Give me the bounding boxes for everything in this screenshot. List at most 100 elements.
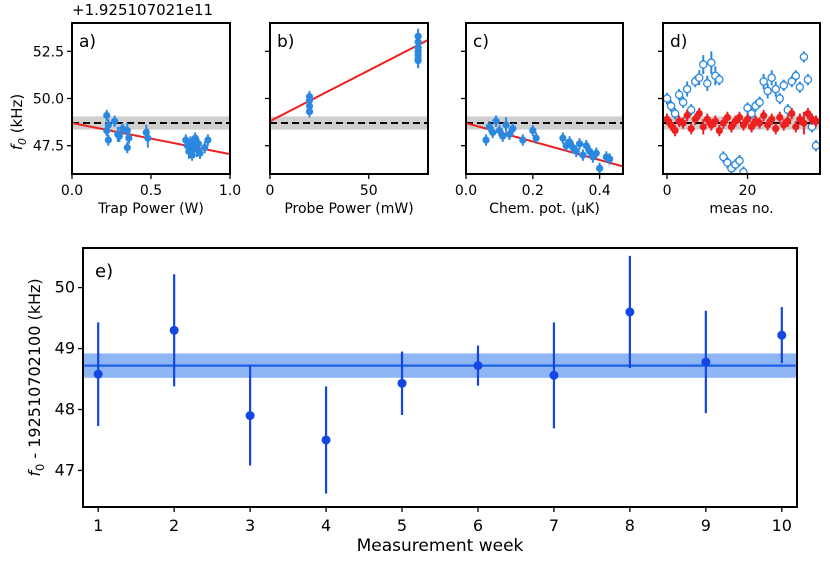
y-axis-label-e: f0 - 192510702100 (kHz) <box>25 278 47 476</box>
data-point-d-corrected-25 <box>764 121 772 129</box>
data-point-a-data-6 <box>115 132 123 140</box>
data-point-c-data-14 <box>565 138 574 146</box>
data-point-c-data-2 <box>489 128 497 137</box>
y-tick-label-a-0: 47.5 <box>33 139 64 155</box>
data-point-d-uncorrected-19 <box>739 167 748 174</box>
data-point-c-data-12 <box>559 134 567 142</box>
data-point-d-corrected-12 <box>711 117 719 125</box>
data-point-d-corrected-18 <box>735 113 744 121</box>
panel-label-e: e) <box>95 261 113 282</box>
panel-label-d: d) <box>670 32 687 52</box>
data-point-d-uncorrected-25 <box>763 86 772 96</box>
x-tick-label-e-9: 10 <box>772 516 792 535</box>
data-point-d-uncorrected-2 <box>670 109 680 118</box>
data-point-c-data-17 <box>575 140 584 148</box>
data-point-a-data-21 <box>194 140 202 148</box>
data-point-d-uncorrected-1 <box>666 101 676 111</box>
x-axis-label-b: Probe Power (mW) <box>284 201 413 217</box>
panel-e: 1 2 3 4 5 6 7 8 9 10 47 48 49 50 e) Measurement week f0 … <box>25 247 798 556</box>
data-point-d-corrected-21 <box>747 123 756 131</box>
data-point-d-uncorrected-0 <box>663 94 672 103</box>
data-point-c-data-5 <box>499 132 507 140</box>
data-point-a-data-23 <box>201 143 209 152</box>
top-row-y-axis-label: f0 (kHz) <box>8 94 29 150</box>
axis-offset-label: +1.925107021e11 <box>72 1 213 19</box>
data-point-d-corrected-24 <box>760 111 768 120</box>
x-tick-label-e-1: 2 <box>169 516 179 535</box>
data-point-d-corrected-16 <box>727 123 736 131</box>
data-point-b-data-10 <box>414 55 422 63</box>
plot-area-b <box>270 28 428 130</box>
data-point-d-corrected-28 <box>776 113 784 121</box>
data-point-c-data-16 <box>572 147 580 155</box>
data-point-d-corrected-14 <box>719 119 727 127</box>
data-point-d-corrected-34 <box>800 119 808 127</box>
x-tick-label-c-0: 0.0 <box>455 183 477 199</box>
data-point-d-corrected-27 <box>772 125 780 133</box>
data-point-a-data-10 <box>125 134 133 142</box>
plot-area-e <box>83 255 797 494</box>
x-axis-label-c: Chem. pot. (μK) <box>489 201 600 217</box>
data-point-d-corrected-4 <box>679 119 687 127</box>
x-tick-label-d-0: 0 <box>663 183 672 199</box>
data-point-e-weekly-4 <box>397 378 407 388</box>
plot-area-c <box>466 115 623 174</box>
data-point-d-uncorrected-5 <box>682 84 692 94</box>
x-axis-label-e: Measurement week <box>357 536 524 556</box>
data-point-c-data-4 <box>495 126 504 135</box>
x-tick-label-e-8: 9 <box>701 516 711 535</box>
data-point-e-weekly-5 <box>473 361 483 371</box>
axes-frame-e <box>82 247 798 508</box>
data-point-e-weekly-2 <box>245 411 255 421</box>
data-point-c-data-22 <box>592 149 600 157</box>
data-point-d-corrected-15 <box>723 113 732 121</box>
data-point-d-uncorrected-18 <box>735 156 744 166</box>
x-tick-label-e-4: 5 <box>397 516 407 535</box>
panel-b: 0 50 b) Probe Power (mW) <box>265 22 429 217</box>
data-point-d-uncorrected-26 <box>767 73 776 82</box>
x-tick-label-e-2: 3 <box>245 516 255 535</box>
data-point-d-corrected-6 <box>687 125 695 133</box>
data-point-e-weekly-6 <box>549 370 559 380</box>
data-point-d-corrected-5 <box>683 111 691 120</box>
data-point-d-uncorrected-32 <box>791 71 801 81</box>
y-tick-label-a-1: 50.0 <box>33 92 64 108</box>
x-tick-label-a-0: 0.0 <box>61 183 83 199</box>
data-point-d-uncorrected-10 <box>703 79 712 88</box>
data-point-d-uncorrected-4 <box>678 98 688 107</box>
data-point-a-data-2 <box>103 126 111 135</box>
data-point-d-uncorrected-35 <box>803 75 813 84</box>
data-point-c-data-18 <box>579 151 587 159</box>
data-point-c-data-11 <box>532 134 540 142</box>
data-point-d-corrected-31 <box>788 110 796 118</box>
data-point-d-corrected-19 <box>739 121 748 129</box>
panel-label-c: c) <box>473 32 489 52</box>
data-point-d-uncorrected-9 <box>699 60 708 69</box>
data-point-c-data-3 <box>492 117 500 125</box>
data-point-d-uncorrected-3 <box>674 90 684 99</box>
data-point-d-uncorrected-29 <box>779 81 789 90</box>
data-point-d-corrected-0 <box>663 115 671 123</box>
data-point-e-weekly-3 <box>321 435 331 445</box>
data-point-d-uncorrected-27 <box>771 84 780 94</box>
data-point-d-uncorrected-13 <box>715 75 724 84</box>
data-point-d-corrected-30 <box>784 117 792 125</box>
x-tick-label-e-0: 1 <box>93 516 103 535</box>
data-point-a-data-17 <box>188 151 196 159</box>
x-tick-label-b-1: 50 <box>360 183 378 199</box>
data-point-d-corrected-37 <box>812 117 820 125</box>
data-point-d-corrected-10 <box>703 115 711 123</box>
data-point-d-corrected-35 <box>804 110 812 118</box>
panel-c: 0.0 0.2 0.4 c) Chem. pot. (μK) <box>455 22 624 217</box>
data-point-d-corrected-23 <box>756 119 764 127</box>
y-tick-label-e-1: 48 <box>55 399 75 418</box>
panel-label-a: a) <box>79 32 96 52</box>
x-tick-label-e-5: 6 <box>473 516 483 535</box>
data-point-a-data-0 <box>103 111 111 120</box>
data-point-b-data-3 <box>305 93 314 101</box>
axes-frame-c <box>465 22 624 175</box>
y-tick-label-e-0: 47 <box>55 460 75 479</box>
data-point-c-data-19 <box>582 142 590 150</box>
data-point-d-corrected-9 <box>699 123 707 131</box>
